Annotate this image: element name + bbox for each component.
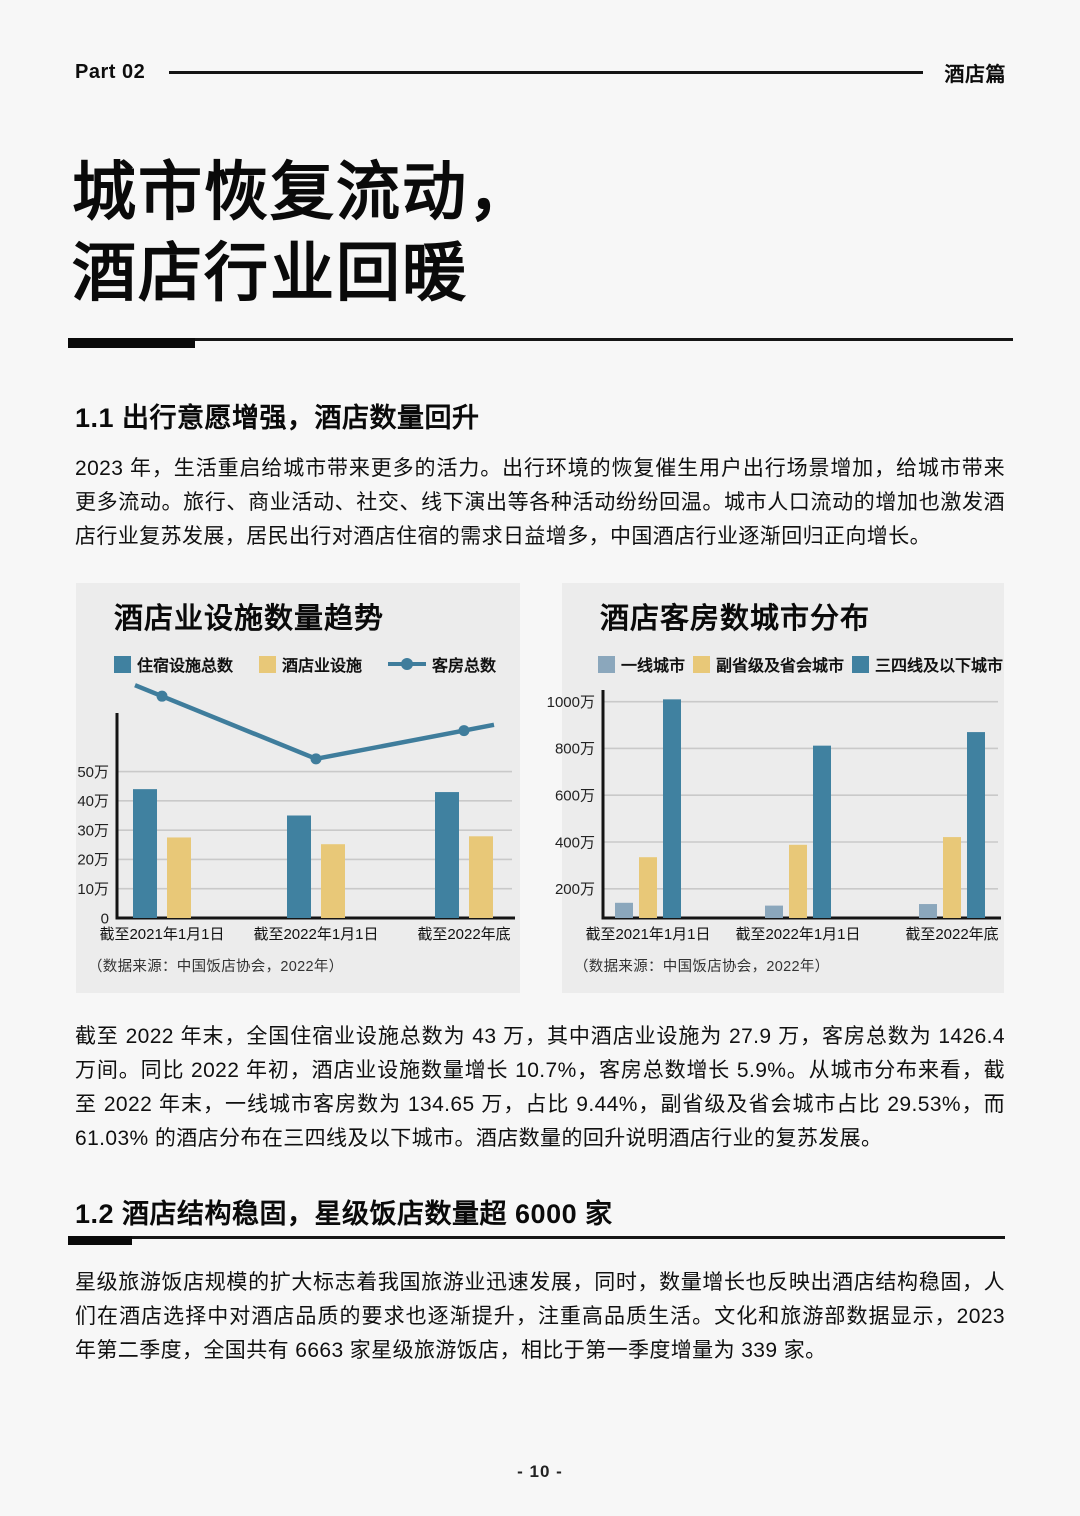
svg-text:0: 0: [101, 910, 109, 927]
section-1-2-paragraph: 星级旅游饭店规模的扩大标志着我国旅游业迅速发展，同时，数量增长也反映出酒店结构稳…: [75, 1271, 1005, 1362]
source-note: （数据来源：中国饭店协会，2022年）: [88, 959, 344, 975]
svg-text:截至2021年1月1日: 截至2021年1月1日: [585, 926, 710, 943]
section-1-1-heading: 1.1 出行意愿增强，酒店数量回升: [75, 403, 480, 433]
facilities-trend-chart-title: 酒店业设施数量趋势: [114, 603, 385, 635]
legend-swatch-icon: [852, 655, 870, 673]
svg-text:截至2021年1月1日: 截至2021年1月1日: [99, 926, 224, 943]
section-underline-thick: [68, 1236, 132, 1245]
legend-swatch-icon: [114, 655, 131, 673]
title-underline-thin: [68, 338, 1013, 341]
svg-text:10万: 10万: [77, 881, 109, 898]
legend-label: 副省级及省会城市: [716, 658, 845, 675]
page-title-line1: 城市恢复流动，: [72, 156, 534, 228]
legend-item-bar: 住宿设施总数: [114, 652, 233, 676]
legend-item-bar: 副省级及省会城市: [693, 652, 844, 676]
legend-swatch-icon: [598, 655, 615, 673]
svg-text:40万: 40万: [77, 793, 109, 810]
legend-label: 一线城市: [621, 658, 686, 675]
svg-text:50万: 50万: [77, 764, 109, 781]
charts-row: 酒店业设施数量趋势 住宿设施总数 酒店业设施 客房总数 50万 40万 30万 20万 10…: [76, 583, 1004, 993]
page-header: Part 02 酒店篇: [75, 58, 1006, 87]
svg-text:400万: 400万: [555, 834, 595, 851]
analysis-paragraph: 截至 2022 年末，全国住宿业设施总数为 43 万，其中酒店业设施为 27.9…: [75, 1025, 1005, 1150]
svg-text:200万: 200万: [555, 881, 595, 898]
legend-item-bar: 三四线及以下城市: [852, 652, 1003, 676]
rooms-distribution-legend: 一线城市 副省级及省会城市 三四线及以下城市: [598, 653, 1004, 675]
rooms-distribution-card: 酒店客房数城市分布 一线城市 副省级及省会城市 三四线及以下城市 1000万 800万…: [547, 583, 1004, 993]
rooms-distribution-chart-title: 酒店客房数城市分布: [600, 603, 871, 635]
source-note: （数据来源：中国饭店协会，2022年）: [574, 959, 830, 975]
page-number: - 10 -: [517, 1462, 563, 1481]
svg-text:截至2022年1月1日: 截至2022年1月1日: [735, 926, 860, 943]
svg-text:截至2022年1月1日: 截至2022年1月1日: [253, 926, 378, 943]
svg-text:800万: 800万: [555, 741, 595, 758]
section-label: 酒店篇: [944, 64, 1006, 86]
facilities-trend-card: 酒店业设施数量趋势 住宿设施总数 酒店业设施 客房总数 50万 40万 30万 20万 10…: [76, 583, 520, 993]
legend-item-bar: 酒店业设施: [259, 652, 362, 676]
svg-text:截至2022年底: 截至2022年底: [417, 926, 510, 943]
svg-text:20万: 20万: [77, 852, 109, 869]
legend-swatch-icon: [693, 655, 711, 673]
svg-text:30万: 30万: [77, 822, 109, 839]
page-title-line2: 酒店行业回暖: [72, 236, 468, 309]
legend-swatch-icon: [259, 655, 277, 673]
line-marker-icon: [388, 658, 427, 670]
title-underline-thick: [68, 338, 195, 348]
legend-label: 客房总数: [432, 658, 497, 675]
legend-label: 住宿设施总数: [137, 658, 234, 675]
legend-item-line: 客房总数: [388, 652, 496, 676]
section-1-2-heading: 1.2 酒店结构稳固，星级饭店数量超 6000 家: [75, 1199, 613, 1229]
page-title: 城市恢复流动， 酒店行业回暖: [72, 152, 534, 313]
header-rule: [169, 71, 923, 74]
legend-label: 三四线及以下城市: [875, 658, 1004, 675]
facilities-trend-legend: 住宿设施总数 酒店业设施 客房总数: [114, 653, 520, 675]
svg-text:600万: 600万: [555, 787, 595, 804]
svg-text:1000万: 1000万: [547, 694, 595, 711]
legend-label: 酒店业设施: [282, 658, 363, 675]
legend-item-bar: 一线城市: [598, 652, 685, 676]
section-underline-thin: [68, 1236, 1005, 1239]
section-1-1-paragraph: 2023 年，生活重启给城市带来更多的活力。出行环境的恢复催生用户出行场景增加，…: [75, 457, 1005, 548]
part-label: Part 02: [75, 61, 146, 83]
svg-text:截至2022年底: 截至2022年底: [905, 926, 998, 943]
